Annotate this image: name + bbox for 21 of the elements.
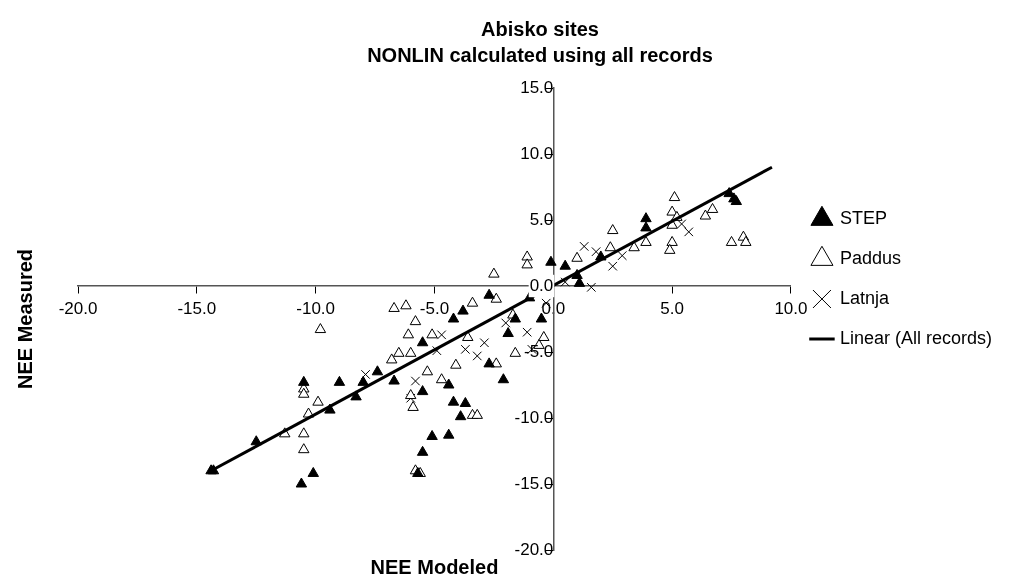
x-tick-label: -20.0	[58, 298, 98, 318]
chart-title: Abisko sites	[481, 17, 599, 40]
legend-label: Linear (All records)	[839, 327, 993, 348]
x-tick-label: -5.0	[419, 298, 450, 318]
legend-label: STEP	[839, 207, 887, 228]
chart-subtitle: NONLIN calculated using all records	[367, 43, 713, 66]
y-tick-label: 15.0	[520, 77, 554, 97]
y-tick-label: 5.0	[529, 209, 554, 229]
x-tick-label: -10.0	[296, 298, 336, 318]
y-axis-title: NEE Measured	[13, 248, 36, 390]
y-tick-label: 10.0	[520, 143, 554, 163]
x-tick-label: -15.0	[177, 298, 217, 318]
y-tick-label: -10.0	[514, 407, 554, 427]
y-tick-label: -15.0	[514, 473, 554, 493]
y-tick-label: 0.0	[529, 275, 554, 295]
legend-label: Paddus	[839, 247, 902, 268]
x-axis-title: NEE Modeled	[370, 555, 499, 578]
legend-label: Latnja	[839, 287, 890, 308]
x-tick-label: 10.0	[774, 298, 808, 318]
y-tick-label: -20.0	[514, 539, 554, 559]
x-tick-label: 5.0	[660, 298, 684, 318]
